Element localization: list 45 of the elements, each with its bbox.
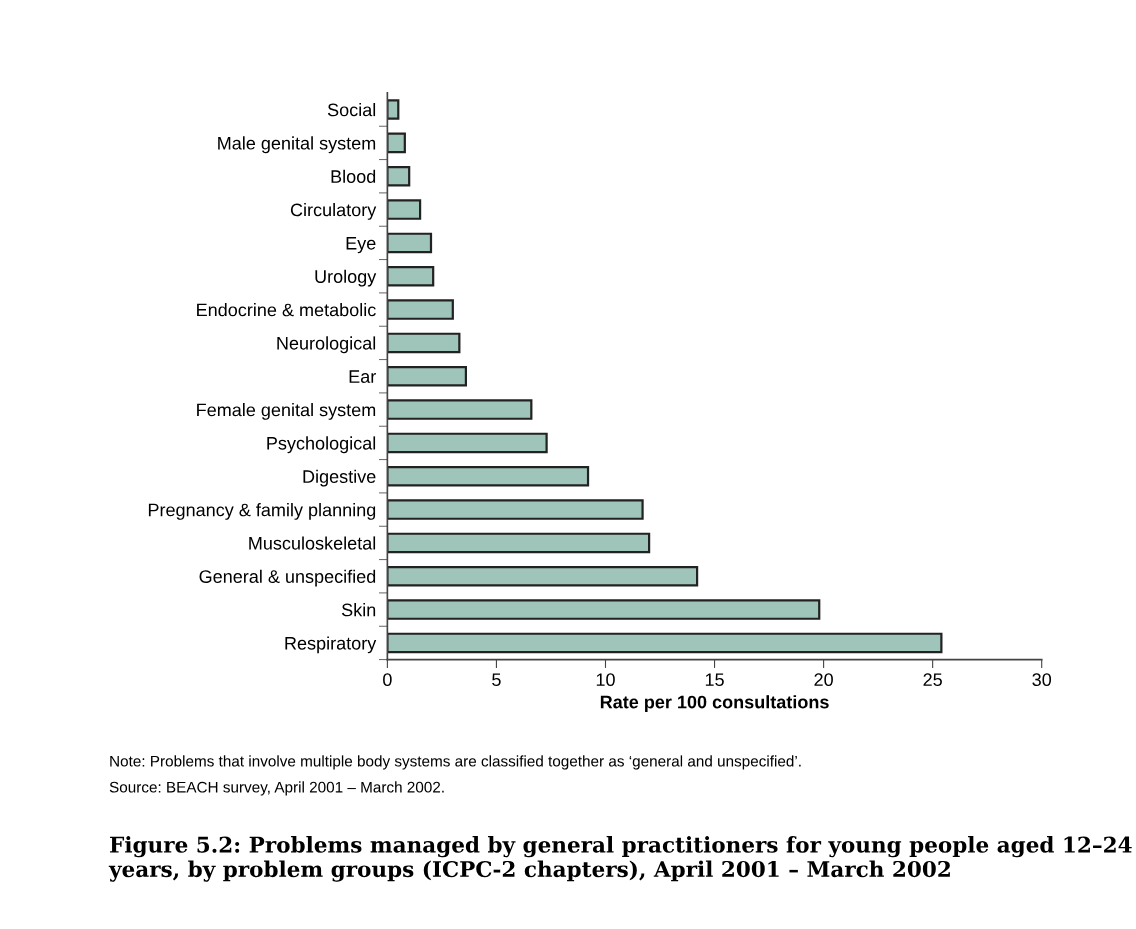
y-tick-label: Skin	[341, 603, 376, 617]
x-tick-label: 25	[923, 673, 942, 687]
bar	[387, 365, 468, 387]
y-tick-label: Psychological	[267, 436, 376, 454]
y-tick-label: Endocrine & metabolic	[197, 303, 376, 317]
x-tick-label: 5	[492, 673, 501, 687]
bar	[387, 165, 411, 187]
y-tick-label: Ear	[349, 370, 376, 383]
x-tick-label: 15	[705, 673, 724, 687]
y-tick-label: Digestive	[303, 469, 376, 487]
y-tick-label: Social	[327, 103, 376, 117]
x-tick-label: 10	[596, 673, 615, 687]
source-note: Source: BEACH survey, April 2001 – March 2002.	[109, 781, 444, 796]
y-tick-label: Neurological	[277, 336, 376, 354]
bar	[387, 499, 644, 520]
y-tick-label: Female genital system	[197, 403, 376, 420]
y-tick-label: Musculoskeletal	[249, 536, 376, 550]
bar	[387, 565, 699, 587]
y-tick-label: Circulatory	[290, 203, 377, 220]
bar	[387, 632, 943, 654]
bar	[387, 232, 433, 254]
text: Note: Problems that involve multiple body systems are classified together as ‘general and unspecified’.	[110, 755, 801, 770]
bar	[387, 432, 548, 454]
bar	[387, 99, 400, 120]
y-tick-label: Blood	[331, 169, 376, 183]
y-tick-label: Pregnancy & family planning	[148, 503, 376, 520]
bar	[387, 332, 461, 354]
y-tick-label: Urology	[315, 269, 377, 287]
bar	[387, 532, 651, 554]
x-tick-label: 30	[1032, 673, 1052, 687]
x-tick-label: 20	[814, 673, 833, 687]
bar	[387, 265, 435, 287]
y-tick-label: Respiratory	[285, 636, 377, 654]
bar	[387, 599, 821, 620]
y-tick-label: Male genital system	[218, 136, 376, 154]
y-tick-label: Eye	[346, 237, 376, 254]
x-axis-title: Rate per 100 consultations	[600, 695, 829, 712]
bar	[387, 132, 406, 154]
text: Figure 5.2: Problems managed by general practitioners for young people aged 12–24 years, by problem groups (ICPC-2 chapters), April 2001 – March 2002	[108, 836, 1132, 882]
bar	[387, 399, 533, 420]
bar	[387, 299, 454, 320]
y-tick-label: General & unspecified	[199, 569, 376, 587]
bar	[387, 199, 422, 220]
x-tick-label: 0	[383, 673, 392, 687]
bar	[387, 465, 590, 487]
